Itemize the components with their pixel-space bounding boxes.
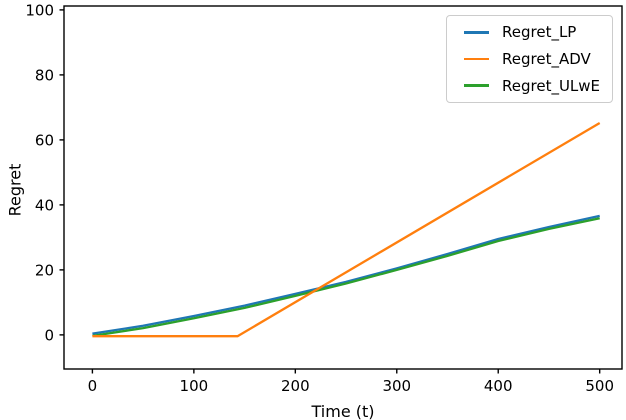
y-tick-label: 20 [35,261,54,279]
legend: Regret_LP Regret_ADV Regret_ULwE [446,15,613,103]
y-tick-label: 40 [35,196,54,214]
y-tick-label: 100 [25,1,54,19]
x-tick-label: 0 [88,377,98,395]
y-tick-label: 60 [35,131,54,149]
series-line-regret_ulwe [92,217,600,338]
legend-line-swatch-lp [464,31,489,34]
x-tick-label: 200 [281,377,310,395]
legend-entry-regret-ulwe: Regret_ULwE [464,77,606,95]
series-line-regret_lp [92,214,600,335]
axes-frame [63,5,623,370]
legend-line-swatch-adv [464,57,489,61]
y-tick-label: 0 [44,326,54,344]
x-tick-label: 400 [484,377,513,395]
legend-label-ulwe: Regret_ULwE [502,76,601,95]
legend-entry-regret-lp: Regret_LP [464,23,606,41]
y-tick-label: 80 [35,66,54,84]
x-tick-label: 300 [382,377,411,395]
legend-label-adv: Regret_ADV [502,49,591,68]
legend-label-lp: Regret_LP [502,23,577,42]
legend-line-swatch-ulwe [464,84,489,87]
x-tick-label: 100 [180,377,209,395]
x-axis-label: Time (t) [311,402,375,420]
x-tick-label: 500 [585,377,614,395]
legend-entry-regret-adv: Regret_ADV [464,50,606,68]
series-line-regret_adv [92,122,601,338]
y-axis-label: Regret [5,163,25,217]
